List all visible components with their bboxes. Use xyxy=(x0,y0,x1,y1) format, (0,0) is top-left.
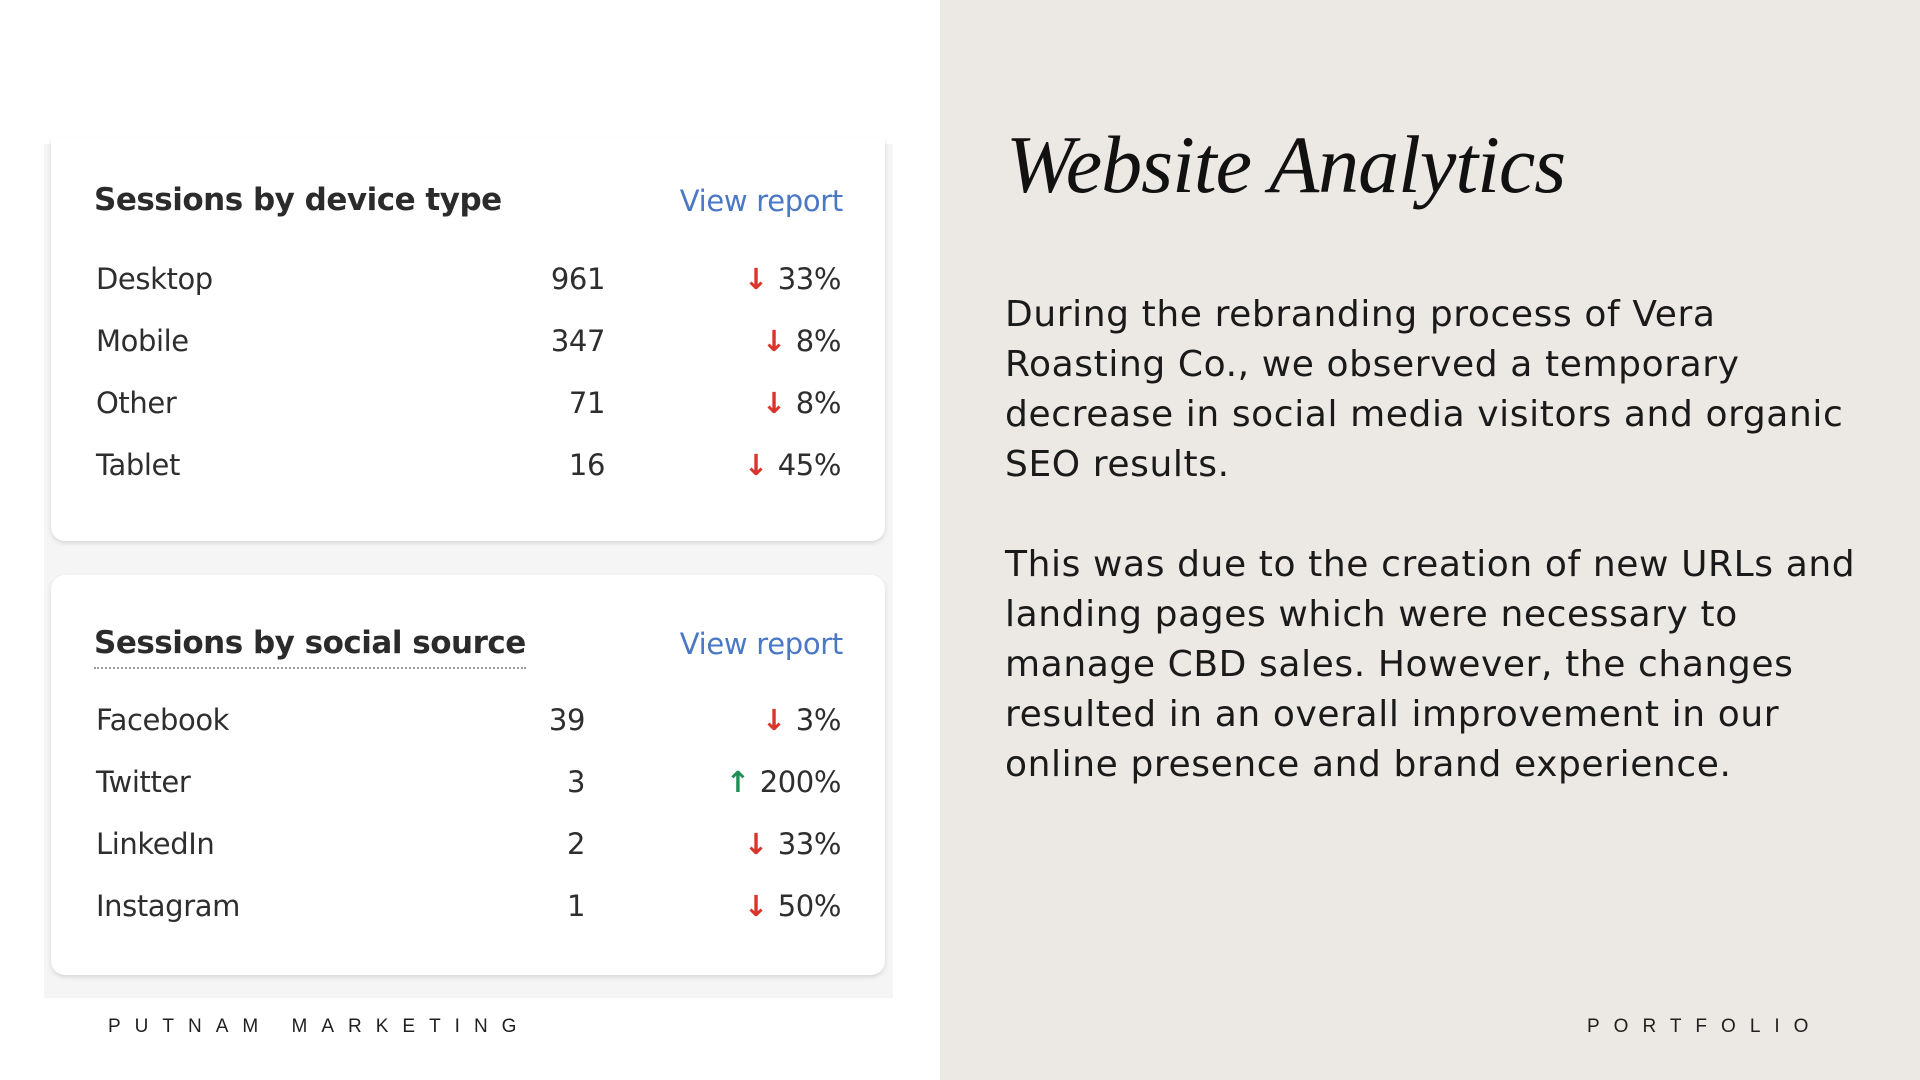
change-percent: 200% xyxy=(759,765,842,799)
change-percent: 50% xyxy=(777,889,842,923)
social-row-facebook: Facebook 39 ↓ 3% xyxy=(96,695,841,757)
device-sessions: 16 xyxy=(568,448,606,482)
change-percent: 8% xyxy=(795,324,842,358)
arrow-down-icon: ↓ xyxy=(743,448,768,482)
device-type-card: Sessions by device type View report Desk… xyxy=(51,138,885,541)
social-label: LinkedIn xyxy=(96,827,215,861)
social-label: Twitter xyxy=(96,765,191,799)
social-change: ↑ 200% xyxy=(725,765,842,799)
social-change: ↓ 50% xyxy=(743,889,842,923)
device-sessions: 71 xyxy=(568,386,606,420)
change-percent: 33% xyxy=(777,827,842,861)
arrow-down-icon: ↓ xyxy=(761,703,786,737)
arrow-down-icon: ↓ xyxy=(743,262,768,296)
social-row-instagram: Instagram 1 ↓ 50% xyxy=(96,881,841,943)
device-card-title: Sessions by device type xyxy=(94,182,502,218)
social-rows: Facebook 39 ↓ 3% Twitter 3 ↑ 200% LinkedIn… xyxy=(96,695,841,943)
social-row-linkedin: LinkedIn 2 ↓ 33% xyxy=(96,819,841,881)
change-percent: 33% xyxy=(777,262,842,296)
device-rows: Desktop 961 ↓ 33% Mobile 347 ↓ 8% Other 71… xyxy=(96,254,841,502)
device-change: ↓ 45% xyxy=(743,448,842,482)
device-sessions: 347 xyxy=(550,324,606,358)
social-change: ↓ 33% xyxy=(743,827,842,861)
social-sessions: 39 xyxy=(548,703,586,737)
social-view-report-link[interactable]: View report xyxy=(679,627,844,661)
change-percent: 45% xyxy=(777,448,842,482)
social-card-title[interactable]: Sessions by social source xyxy=(94,625,526,669)
social-label: Instagram xyxy=(96,889,240,923)
device-row-tablet: Tablet 16 ↓ 45% xyxy=(96,440,841,502)
device-label: Tablet xyxy=(96,448,180,482)
social-change: ↓ 3% xyxy=(761,703,842,737)
device-sessions: 961 xyxy=(550,262,606,296)
device-change: ↓ 8% xyxy=(761,324,842,358)
body-text: During the rebranding process of Vera Ro… xyxy=(1005,290,1865,840)
device-label: Mobile xyxy=(96,324,189,358)
social-sessions: 1 xyxy=(566,889,585,923)
right-pane xyxy=(940,0,1920,1080)
footer-portfolio: PORTFOLIO xyxy=(1587,1016,1823,1037)
social-sessions: 3 xyxy=(566,765,585,799)
left-pane: Sessions by device type View report Desk… xyxy=(0,0,940,1080)
social-label: Facebook xyxy=(96,703,230,737)
body-paragraph: This was due to the creation of new URLs… xyxy=(1005,544,1856,785)
social-source-card: Sessions by social source View report Fa… xyxy=(51,575,885,975)
footer-brand: PUTNAM MARKETING xyxy=(108,1016,531,1037)
analytics-screenshot: Sessions by device type View report Desk… xyxy=(44,138,893,998)
device-change: ↓ 33% xyxy=(743,262,842,296)
device-label: Desktop xyxy=(96,262,213,296)
device-row-mobile: Mobile 347 ↓ 8% xyxy=(96,316,841,378)
slide-title: Website Analytics xyxy=(1006,119,1566,210)
change-percent: 8% xyxy=(795,386,842,420)
social-row-twitter: Twitter 3 ↑ 200% xyxy=(96,757,841,819)
device-label: Other xyxy=(96,386,177,420)
device-change: ↓ 8% xyxy=(761,386,842,420)
arrow-down-icon: ↓ xyxy=(761,324,786,358)
change-percent: 3% xyxy=(795,703,842,737)
arrow-down-icon: ↓ xyxy=(743,827,768,861)
device-row-other: Other 71 ↓ 8% xyxy=(96,378,841,440)
social-sessions: 2 xyxy=(566,827,585,861)
arrow-down-icon: ↓ xyxy=(743,889,768,923)
device-view-report-link[interactable]: View report xyxy=(679,184,844,218)
device-row-desktop: Desktop 961 ↓ 33% xyxy=(96,254,841,316)
body-paragraph: During the rebranding process of Vera Ro… xyxy=(1005,294,1844,485)
arrow-down-icon: ↓ xyxy=(761,386,786,420)
arrow-up-icon: ↑ xyxy=(725,765,750,799)
